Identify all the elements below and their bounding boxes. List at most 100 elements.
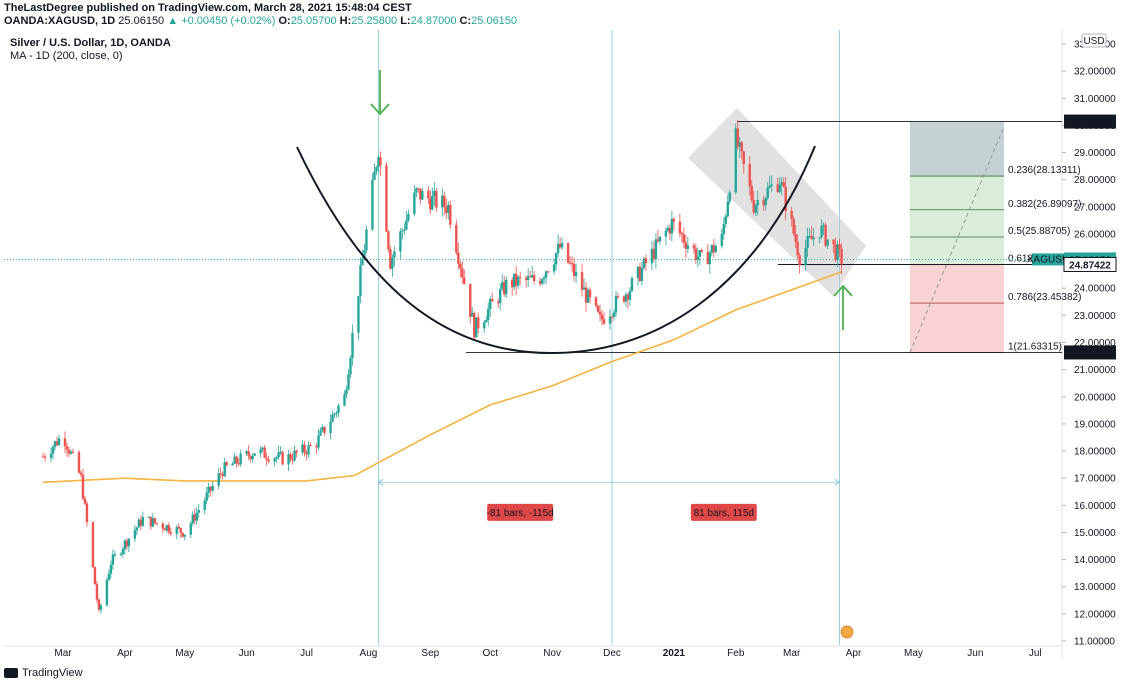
price-label-text: 30.14095 [1069,118,1111,129]
candle-body [389,249,392,269]
candle-body [754,205,757,213]
candle-body [207,486,210,493]
y-tick-label: 17.00000 [1074,474,1116,485]
candle-body [692,245,696,249]
candle-body [457,252,460,264]
candle-body [385,165,388,232]
candle-body [281,451,284,465]
publisher-line: TheLastDegree published on TradingView.c… [4,2,412,14]
candle-body [123,540,127,550]
candle-body [315,445,318,448]
candle-body [167,525,171,532]
candle-body [558,243,562,248]
candle-body [720,234,723,247]
y-tick-label: 11.00000 [1074,637,1115,648]
candle-body [792,218,795,234]
candle-body [149,516,153,527]
candle-body [415,188,418,193]
candle-body [528,276,532,278]
candle-body [337,405,340,413]
candle-body [85,503,89,523]
candle-body [644,258,648,264]
candle-body [205,492,208,501]
footer-brand[interactable]: TradingView [4,667,83,679]
candle-body [43,456,47,458]
y-tick-label: 28.00000 [1074,175,1116,186]
price-label-text: 21.63315 [1069,348,1111,359]
indicator-legend: MA - 1D (200, close, 0) [10,50,123,62]
candle-body [586,289,590,303]
candle-body [83,498,87,504]
candle-body [125,540,129,547]
candle-body [560,243,564,248]
price-label-box [1064,345,1116,360]
candle-body [391,257,394,269]
candle-body [121,549,125,555]
candle-body [235,456,238,464]
candle-body [141,516,145,526]
candle-body [413,192,416,215]
chart-title: Silver / U.S. Dollar, 1D, OANDA [10,37,171,49]
x-tick-label: Apr [846,648,862,659]
candle-body [113,554,117,556]
candle-body [239,453,242,465]
candle-body [806,236,809,248]
candle-body [41,456,45,458]
x-tick-label: Nov [543,648,561,659]
candle-body [584,287,588,303]
range-label-text: 81 bars, 115d [694,508,754,519]
candle-body [317,435,320,448]
y-tick-label: 23.00000 [1074,311,1116,322]
candle-body [329,421,332,434]
candle-body [834,244,837,261]
x-tick-label: Mar [54,648,72,659]
range-label-text: -81 bars, -115d [487,508,554,519]
candle-body [636,266,640,279]
candle-body [514,273,518,286]
currency-label: USD [1083,36,1104,47]
candle-body [345,389,348,395]
candle-body [784,186,787,211]
candle-body [177,527,180,529]
candle-body [179,527,182,533]
candle-body [840,248,843,265]
candle-body [463,277,466,284]
candle-body [510,279,514,288]
candle-body [600,314,604,320]
candle-body [259,449,262,454]
candle-body [512,273,516,288]
candle-body [642,258,646,269]
candles [41,120,843,614]
candle-body [195,512,198,521]
xagusd-tag-text: XAGUSD [1027,254,1069,265]
x-tick-label: Oct [482,648,498,659]
fib-level-label: 0.618 [1008,254,1033,265]
candle-body [93,567,97,585]
candle-body [810,235,813,240]
candle-body [475,317,478,338]
candle-body [77,452,81,473]
candle-body [824,224,827,246]
candle-body [265,457,268,460]
candle-body [91,522,95,568]
candle-body [670,218,674,234]
candle-body [237,463,240,465]
candle-body [712,245,716,253]
candle-body [323,426,326,434]
candle-body [491,299,494,302]
x-tick-label: Sep [421,648,439,659]
candle-body [497,301,500,304]
candle-body [780,182,783,185]
candle-body [652,248,656,259]
fib-level-label: 0.5(25.88705) [1008,226,1070,237]
candle-body [111,554,115,565]
candle-body [708,252,712,265]
candle-body [109,564,113,574]
candle-body [694,248,698,260]
candle-body [568,262,572,264]
candle-body [247,451,250,456]
candle-body [778,184,781,192]
candle-body [654,239,658,259]
y-tick-label: 26.00000 [1074,229,1116,240]
